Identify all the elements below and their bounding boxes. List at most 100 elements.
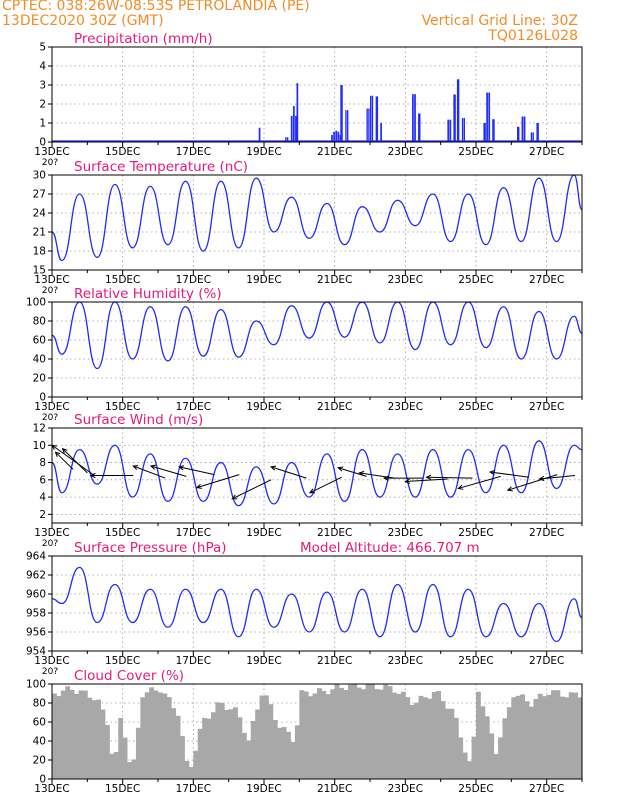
x-tick-label: 21DEC <box>317 146 352 158</box>
y-tick-label: 954 <box>26 646 46 658</box>
cloud-bar <box>392 692 397 779</box>
series-line <box>51 301 583 370</box>
x-tick-label: 23DEC <box>388 146 423 158</box>
x-tick-label: 23DEC <box>388 401 423 413</box>
run-date: 13DEC2020 30Z (GMT) <box>2 13 164 29</box>
cloud-bar <box>467 761 472 779</box>
cloud-bar <box>476 691 481 779</box>
precip-bar <box>447 119 450 142</box>
precip-bar <box>453 94 456 142</box>
x-tick-label: 21DEC <box>317 527 352 539</box>
cloud-bar <box>361 689 366 779</box>
x-year-stub: 20? <box>42 667 58 677</box>
chart-header: CPTEC: 038:26W-08:53S PETROLANDIA (PE) 1… <box>0 0 618 44</box>
series-line <box>51 440 583 507</box>
precip-bar <box>414 94 416 142</box>
x-tick-label: 25DEC <box>458 783 493 795</box>
precip-bar <box>461 118 464 142</box>
cloud-bar <box>184 760 190 779</box>
cloud-bar <box>471 736 477 779</box>
wind-arrow <box>507 474 558 491</box>
cloud-bar <box>74 693 79 779</box>
x-tick-label: 23DEC <box>388 274 423 286</box>
y-tick-label: 40 <box>33 736 46 748</box>
cloud-bar <box>171 708 177 779</box>
cloud-bar <box>400 691 406 779</box>
x-tick-label: 27DEC <box>529 146 564 158</box>
cloud-bar <box>524 701 530 779</box>
y-tick-label: 962 <box>26 570 46 582</box>
cloud-bar <box>498 737 503 779</box>
precip-bar <box>347 110 349 142</box>
x-tick-label: 15DEC <box>105 146 140 158</box>
cloud-bar <box>56 696 62 779</box>
y-tick-label: 60 <box>33 335 46 347</box>
cloud-bar <box>290 742 296 779</box>
panel-title: Precipitation (mm/h) <box>74 31 213 47</box>
x-tick-label: 21DEC <box>317 655 352 667</box>
cloud-bar <box>308 696 313 779</box>
panel-temperature: 15 18 21 24 27 30 13DEC 15DEC 17DEC 19DEC 21DEC 23D… <box>33 159 583 296</box>
y-tick-label: 8 <box>39 457 46 469</box>
cloud-bar <box>202 717 207 779</box>
wind-arrow <box>55 451 74 470</box>
cloud-bar <box>237 717 243 779</box>
wind-arrow-head <box>358 470 365 477</box>
cloud-bar <box>542 696 548 779</box>
precip-bar <box>532 132 534 142</box>
x-tick-label: 23DEC <box>388 527 423 539</box>
wind-arrow <box>270 466 307 479</box>
cloud-bar <box>268 704 274 779</box>
x-tick-label: 17DEC <box>176 146 211 158</box>
wind-arrow-head <box>61 447 68 454</box>
cloud-bar <box>312 693 318 779</box>
cloud-bar <box>105 724 110 779</box>
x-tick-label: 25DEC <box>458 655 493 667</box>
model-id: TQ0126L028 <box>488 28 578 44</box>
y-tick-label: 5 <box>39 42 46 54</box>
cloud-bar <box>82 690 88 779</box>
cloud-bar <box>458 737 464 779</box>
wind-arrow <box>196 474 240 489</box>
wind-arrow-head <box>149 464 156 470</box>
cloud-bar <box>277 727 283 779</box>
precip-bar <box>258 127 261 142</box>
precip-bar <box>296 83 299 142</box>
wind-arrow-head <box>382 475 389 481</box>
cloud-bar <box>113 751 119 779</box>
wind-arrow <box>309 476 342 494</box>
cloud-bar <box>343 690 349 779</box>
station-info: CPTEC: 038:26W-08:53S PETROLANDIA (PE) <box>2 0 310 14</box>
cloud-bar <box>529 706 534 779</box>
panel-frame <box>51 301 583 398</box>
wind-arrow-head <box>269 465 277 471</box>
cloud-bar <box>418 695 424 779</box>
precip-bar <box>290 115 293 142</box>
cloud-bar <box>224 710 230 779</box>
cloud-bar <box>423 697 428 779</box>
wind-arrow-head <box>195 483 202 489</box>
y-tick-label: 80 <box>33 316 46 328</box>
precip-bar <box>337 131 340 142</box>
x-tick-label: 17DEC <box>176 783 211 795</box>
panel-frame <box>51 683 583 780</box>
precip-bar <box>366 108 368 142</box>
cloud-bar <box>118 717 124 779</box>
wind-arrow <box>359 472 395 479</box>
panel-title: Surface Temperature (nC) <box>74 159 248 175</box>
series-line <box>51 566 583 643</box>
model-altitude: Model Altitude: 466.707 m <box>300 540 480 556</box>
precip-bar <box>295 115 297 142</box>
precip-bar <box>536 123 539 142</box>
wind-arrow <box>458 475 501 489</box>
cloud-bar <box>241 732 247 779</box>
cloud-bar <box>193 750 199 779</box>
cloud-bar <box>246 740 252 779</box>
cloud-bar <box>537 693 543 779</box>
cloud-bar <box>250 720 256 779</box>
wind-arrow <box>231 479 272 500</box>
wind-arrow-head <box>308 488 315 494</box>
panel-title: Surface Wind (m/s) <box>74 412 203 428</box>
wind-arrow-head <box>89 472 96 479</box>
x-year-stub: 20? <box>42 539 58 549</box>
